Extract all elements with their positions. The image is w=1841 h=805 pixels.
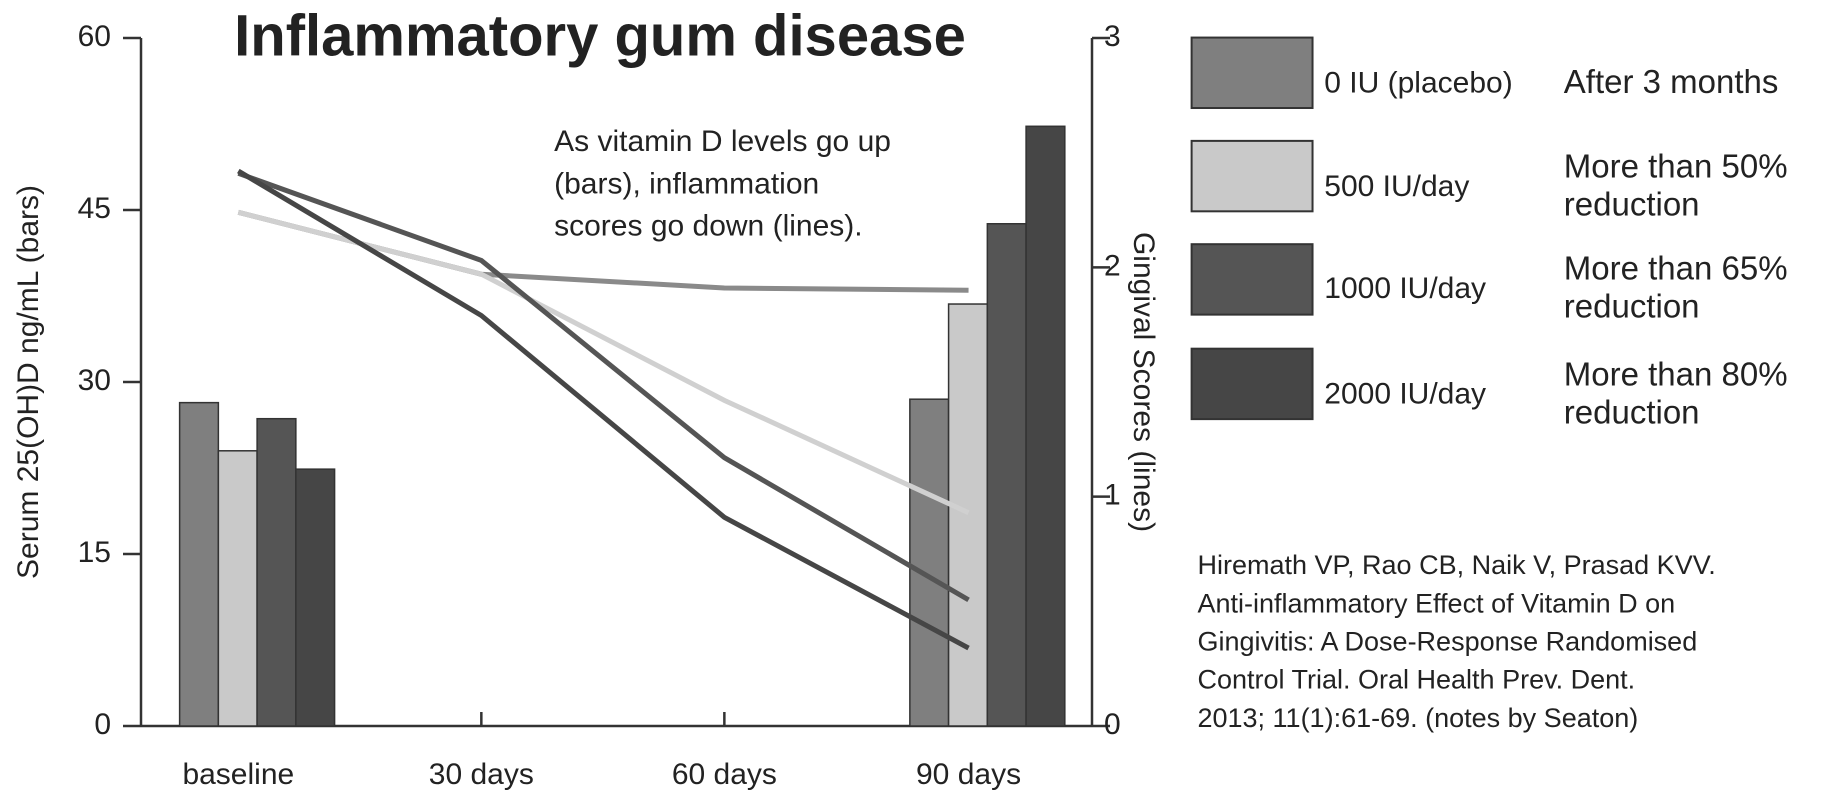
legend-note: More than 80% [1564,355,1788,392]
legend-note: After 3 months [1564,63,1779,100]
legend-swatch [1190,36,1314,110]
bar [295,468,336,727]
citation: Hiremath VP, Rao CB, Naik V, Prasad KVV. [1197,550,1715,580]
y-tick-label: 45 [78,192,111,225]
y-axis-label: Serum 25(OH)D ng/mL (bars) [12,185,45,579]
legend-swatch [1190,347,1314,421]
legend-note: reduction [1564,186,1700,223]
x-tick-label: baseline [182,758,294,791]
y2-tick-label: 3 [1104,20,1121,53]
bar [947,303,989,727]
annotation: (bars), inflammation [554,167,819,200]
citation: Gingivitis: A Dose-Response Randomised [1197,626,1697,656]
bar [909,398,950,727]
bar [1025,125,1066,727]
x-tick-label: 90 days [916,758,1021,791]
legend-label: 500 IU/day [1324,170,1469,203]
annotation: As vitamin D levels go up [554,125,891,158]
legend-swatch [1190,243,1314,316]
legend-note: More than 50% [1564,148,1788,185]
legend-note: reduction [1564,288,1700,325]
annotation: scores go down (lines). [554,210,862,243]
y-tick-label: 60 [78,20,111,53]
score-line [237,168,970,651]
bar [217,450,258,727]
bar [256,417,297,727]
y2-tick-label: 1 [1104,479,1121,512]
y-tick-label: 15 [78,536,111,569]
legend-swatch [1190,139,1314,213]
bar [986,223,1027,727]
score-line [237,170,970,603]
citation: Anti-inflammatory Effect of Vitamin D on [1197,588,1675,618]
x-tick-label: 60 days [672,758,777,791]
legend-note: More than 65% [1564,250,1788,287]
y-tick-label: 30 [78,364,111,397]
y2-tick-label: 0 [1104,708,1121,741]
citation: Control Trial. Oral Health Prev. Dent. [1197,665,1635,695]
chart-title: Inflammatory gum disease [234,3,966,68]
legend-note: reduction [1564,393,1700,430]
y2-tick-label: 2 [1104,249,1121,282]
legend-label: 0 IU (placebo) [1324,66,1512,99]
y2-axis-label: Gingival Scores (lines) [1127,232,1160,532]
x-tick-label: 30 days [429,758,534,791]
legend-label: 2000 IU/day [1324,378,1486,411]
legend-label: 1000 IU/day [1324,272,1486,305]
citation: 2013; 11(1):61-69. (notes by Seaton) [1197,703,1638,733]
bar [178,401,220,727]
y-tick-label: 0 [94,708,111,741]
